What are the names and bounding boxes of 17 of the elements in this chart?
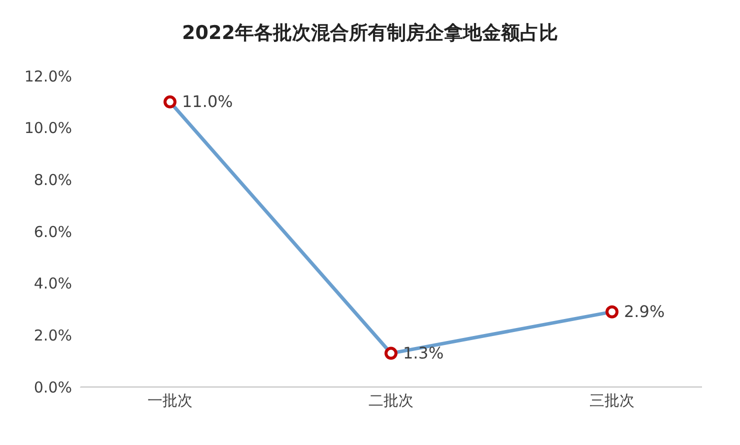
- y-tick-label: 2.0%: [34, 326, 72, 344]
- y-tick-label: 10.0%: [24, 119, 72, 138]
- point: [606, 305, 618, 318]
- point: [384, 346, 398, 360]
- y-tick-label: 0.0%: [34, 378, 72, 396]
- data-label: 2.9%: [624, 302, 665, 321]
- data-label: 1.3%: [403, 343, 444, 362]
- x-tick-label: 一批次: [148, 392, 192, 410]
- data-label: 11.0%: [182, 92, 233, 111]
- x-tick-label: 三批次: [590, 392, 634, 410]
- y-tick-label: 8.0%: [34, 170, 72, 189]
- x-tick-label: 二批次: [368, 392, 414, 410]
- y-tick-label: 12.0%: [24, 67, 72, 86]
- point: [164, 95, 176, 108]
- y-tick-label: 4.0%: [34, 274, 72, 293]
- y-tick-label: 6.0%: [34, 222, 72, 241]
- chart-title: 2022年各批次混合所有制房企拿地金额占比: [181, 21, 559, 46]
